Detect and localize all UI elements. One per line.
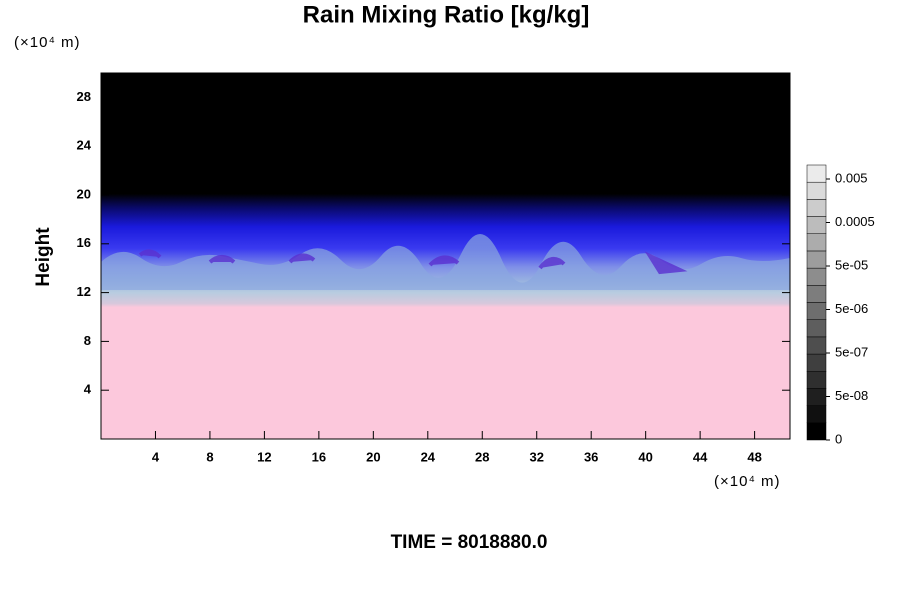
x-unit: (×10⁴ m): [714, 473, 781, 490]
colorbar-level: [806, 233, 827, 252]
colorbar-label: 5e-08: [835, 388, 868, 403]
colorbar-level: [806, 319, 827, 338]
chart-title: Rain Mixing Ratio [kg/kg]: [303, 1, 590, 28]
y-tick-label: 4: [84, 382, 92, 397]
colorbar-level: [806, 388, 827, 406]
field-wave: [101, 233, 790, 290]
colorbar-level: [806, 405, 827, 424]
colorbar-level: [806, 267, 827, 286]
colorbar-level: [806, 181, 827, 200]
x-tick-label: 20: [366, 449, 380, 464]
colorbar-label: 0: [835, 431, 842, 446]
x-tick-label: 44: [693, 449, 708, 464]
y-unit: (×10⁴ m): [14, 34, 81, 51]
colorbar-level: [806, 371, 827, 389]
x-tick-label: 16: [312, 449, 326, 464]
plot-frame: [100, 72, 791, 440]
y-tick-label: 28: [77, 89, 91, 104]
y-axis-label: Height: [33, 227, 54, 287]
colorbar-level: [806, 250, 827, 269]
field-eddies: [138, 249, 688, 275]
colorbar-level: [806, 199, 827, 217]
colorbar-label: 5e-06: [835, 301, 868, 316]
colorbar-level: [806, 285, 827, 303]
colorbar-level: [806, 353, 827, 372]
x-tick-label: 4: [152, 449, 160, 464]
y-tick-label: 16: [77, 235, 91, 250]
colorbar: 0.005 0.0005 5e-05 5e-06 5e-07 5e-08 0: [806, 164, 875, 446]
x-tick-label: 48: [747, 449, 761, 464]
colorbar-label: 5e-05: [835, 257, 868, 272]
colorbar-level: [806, 164, 827, 183]
footer: TIME = 8018880.0: [391, 532, 548, 553]
y-tick-label: 8: [84, 333, 91, 348]
colorbar-level: [806, 336, 827, 355]
colorbar-level: [806, 216, 827, 234]
x-tick-label: 36: [584, 449, 598, 464]
colorbar-level: [806, 422, 827, 441]
x-tick-label: 32: [529, 449, 543, 464]
x-tick-label: 40: [638, 449, 652, 464]
colorbar-label: 0.0005: [835, 214, 875, 229]
x-tick-label: 28: [475, 449, 489, 464]
colorbar-level: [806, 302, 827, 320]
colorbar-label: 5e-07: [835, 344, 868, 359]
x-tick-label: 8: [206, 449, 213, 464]
x-tick-label: 24: [421, 449, 436, 464]
y-tick-label: 20: [77, 186, 91, 201]
x-tick-label: 12: [257, 449, 271, 464]
y-tick-label: 24: [77, 138, 92, 153]
colorbar-label: 0.005: [835, 170, 868, 185]
y-tick-label: 12: [77, 284, 91, 299]
